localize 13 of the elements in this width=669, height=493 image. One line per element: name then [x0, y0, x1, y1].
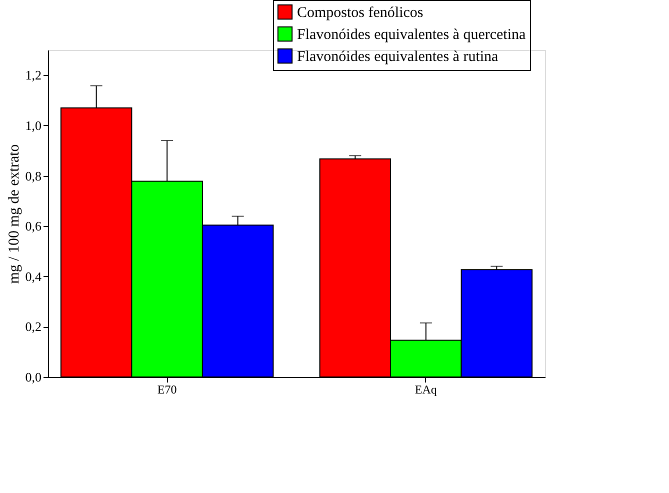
legend-label: Flavonóides equivalentes à quercetina — [297, 27, 526, 43]
y-tick-label: 0,8 — [25, 168, 42, 184]
legend-label: Compostos fenólicos — [297, 5, 424, 21]
legend-label: Flavonóides equivalentes à rutina — [297, 49, 499, 65]
y-tick-label: 1,2 — [25, 68, 42, 83]
y-tick-label: 0,2 — [25, 319, 42, 334]
y-tick-label: 0,4 — [25, 268, 42, 284]
x-tick-label: E70 — [157, 382, 177, 396]
y-tick-label: 0,6 — [25, 218, 42, 234]
x-tick-label: EAq — [414, 382, 437, 396]
y-tick-label: 0,0 — [25, 370, 42, 384]
y-tick-label: 1,0 — [25, 118, 42, 133]
y-axis-title: mg / 100 mg de extrato — [6, 144, 22, 284]
